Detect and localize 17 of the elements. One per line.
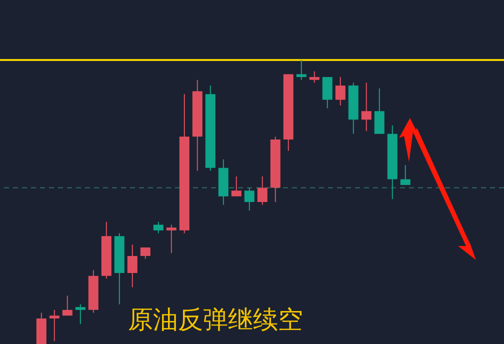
candlestick xyxy=(257,176,268,206)
candlestick xyxy=(166,224,176,254)
candlestick xyxy=(49,309,60,342)
candlestick xyxy=(127,244,138,288)
candlestick xyxy=(322,76,332,109)
candlestick xyxy=(296,60,306,80)
candlestick xyxy=(335,76,346,106)
text: 原油反弹继续空 xyxy=(128,305,303,334)
candlestick xyxy=(361,82,372,132)
candlestick xyxy=(400,164,410,186)
candlestick xyxy=(231,176,242,197)
candlestick xyxy=(374,88,384,134)
candlestick xyxy=(75,304,86,325)
candlestick xyxy=(309,70,320,84)
candlestick xyxy=(153,221,164,234)
candlestick xyxy=(62,295,72,316)
candlestick xyxy=(244,187,254,212)
